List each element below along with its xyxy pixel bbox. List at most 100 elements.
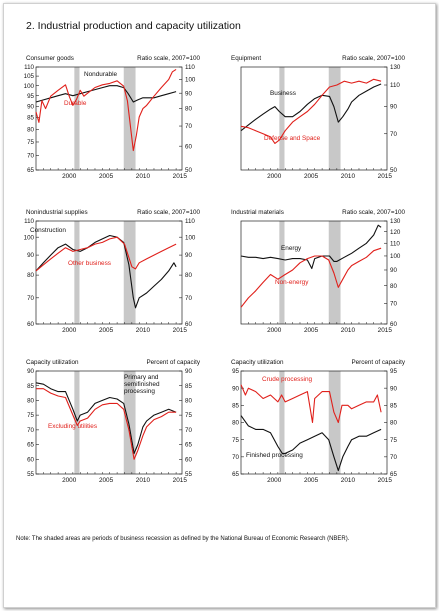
right-tick-label: 70	[185, 123, 192, 130]
x-tick-label: 2005	[304, 173, 319, 180]
chart-title: Nonindustrial supplies	[26, 209, 88, 216]
series-label-durable: Durable	[64, 100, 87, 107]
x-tick-label: 2010	[341, 477, 356, 484]
right-tick-label: 80	[185, 106, 192, 113]
chart-capacity-utilization-2: Capacity utilization Percent of capacity 9…	[231, 359, 406, 484]
right-tick-label: 70	[390, 301, 397, 308]
x-tick-label: 2005	[99, 477, 114, 484]
right-tick-label: 60	[390, 321, 397, 328]
series-line-construction	[35, 234, 177, 309]
chart-title: Industrial materials	[231, 209, 284, 216]
x-tick-label: 2010	[136, 173, 151, 180]
scale-label: Percent of capacity	[146, 359, 200, 366]
series-line-durable	[35, 68, 177, 152]
x-tick-label: 2010	[341, 173, 356, 180]
left-tick-label: 65	[27, 442, 34, 449]
right-tick-label: 110	[390, 82, 400, 89]
left-tick-label: 105	[24, 73, 35, 80]
right-tick-label: 75	[185, 412, 192, 419]
series-line-crude-processing	[240, 384, 382, 424]
right-tick-label: 100	[185, 234, 196, 241]
chart-industrial-materials: Industrial materials Ratio scale, 2007=10…	[231, 209, 405, 334]
plot-frame	[35, 220, 183, 325]
left-tick-label: 75	[232, 437, 239, 444]
series-line-finished-processing	[240, 415, 382, 472]
right-tick-label: 90	[390, 385, 397, 392]
left-tick-label: 60	[27, 321, 34, 328]
x-tick-label: 2000	[267, 173, 282, 180]
series-label-crude-processing: Crude processing	[262, 376, 313, 383]
series-label-nondurable: Nondurable	[84, 71, 117, 78]
series-line-nondurable	[35, 85, 177, 103]
right-tick-label: 100	[390, 253, 401, 260]
right-tick-label: 80	[390, 283, 397, 290]
right-tick-label: 70	[390, 131, 397, 138]
x-tick-label: 2005	[304, 477, 319, 484]
right-tick-label: 120	[390, 229, 401, 236]
left-tick-label: 55	[27, 471, 34, 478]
right-tick-label: 60	[185, 321, 192, 328]
x-tick-label: 2005	[99, 173, 114, 180]
x-tick-label: 2015	[173, 477, 188, 484]
right-tick-label: 70	[390, 454, 397, 461]
right-tick-label: 55	[185, 471, 192, 478]
right-tick-label: 60	[185, 143, 192, 150]
x-tick-label: 2015	[378, 477, 393, 484]
series-label-energy: Energy	[281, 245, 302, 252]
x-tick-label: 2000	[62, 327, 77, 334]
x-tick-label: 2015	[378, 327, 393, 334]
plot-frame	[35, 66, 183, 171]
right-tick-label: 110	[390, 240, 400, 247]
chart-title: Equipment	[231, 55, 261, 62]
left-tick-label: 100	[24, 234, 35, 241]
right-tick-label: 90	[185, 368, 192, 375]
left-tick-label: 75	[27, 139, 34, 146]
recession-band-1	[74, 221, 80, 324]
recession-band-1	[74, 371, 80, 474]
right-tick-label: 110	[185, 64, 195, 71]
x-tick-label: 2000	[62, 173, 77, 180]
left-tick-label: 75	[27, 412, 34, 419]
recession-band-2	[328, 67, 341, 170]
recession-band-1	[279, 221, 285, 324]
x-tick-label: 2005	[99, 327, 114, 334]
left-tick-label: 70	[27, 153, 34, 160]
series-label-business: Business	[270, 90, 296, 97]
series-label-other-business: Other business	[68, 260, 111, 267]
series-label-excluding-utilities: Excluding utilities	[48, 423, 97, 430]
series-line-defense-and-space	[240, 78, 382, 144]
right-tick-label: 80	[185, 272, 192, 279]
right-tick-label: 90	[390, 104, 397, 111]
right-tick-label: 95	[390, 368, 397, 375]
page-title: 2. Industrial production and capacity ut…	[26, 20, 241, 32]
left-tick-label: 95	[27, 93, 34, 100]
scale-label: Ratio scale, 2007=100	[342, 55, 405, 62]
right-tick-label: 85	[185, 383, 192, 390]
right-tick-label: 90	[185, 90, 192, 97]
left-tick-label: 70	[27, 427, 34, 434]
recession-band-1	[279, 67, 285, 170]
chart-title: Consumer goods	[26, 55, 74, 62]
right-tick-label: 50	[390, 167, 397, 174]
left-tick-label: 80	[27, 272, 34, 279]
recession-band-2	[328, 221, 341, 324]
recession-band-1	[279, 371, 285, 474]
series-label-construction: Construction	[30, 227, 66, 234]
right-tick-label: 80	[390, 420, 397, 427]
left-tick-label: 90	[27, 103, 34, 110]
scale-label: Ratio scale, 2007=100	[342, 209, 405, 216]
series-line-business	[240, 83, 382, 132]
series-line-other-business	[35, 236, 177, 272]
series-label-defense-and-space: Defense and Space	[264, 135, 321, 142]
plot-frame	[35, 370, 183, 475]
series-label-non-energy: Non-energy	[275, 279, 309, 286]
x-tick-label: 2010	[136, 477, 151, 484]
right-tick-label: 130	[390, 64, 401, 71]
right-tick-label: 65	[390, 471, 397, 478]
left-tick-label: 80	[27, 126, 34, 133]
series-label-finished-processing: Finished processing	[246, 452, 303, 459]
left-tick-label: 85	[27, 383, 34, 390]
scale-label: Ratio scale, 2007=100	[137, 55, 200, 62]
right-tick-label: 50	[185, 167, 192, 174]
plot-frame	[240, 66, 388, 171]
